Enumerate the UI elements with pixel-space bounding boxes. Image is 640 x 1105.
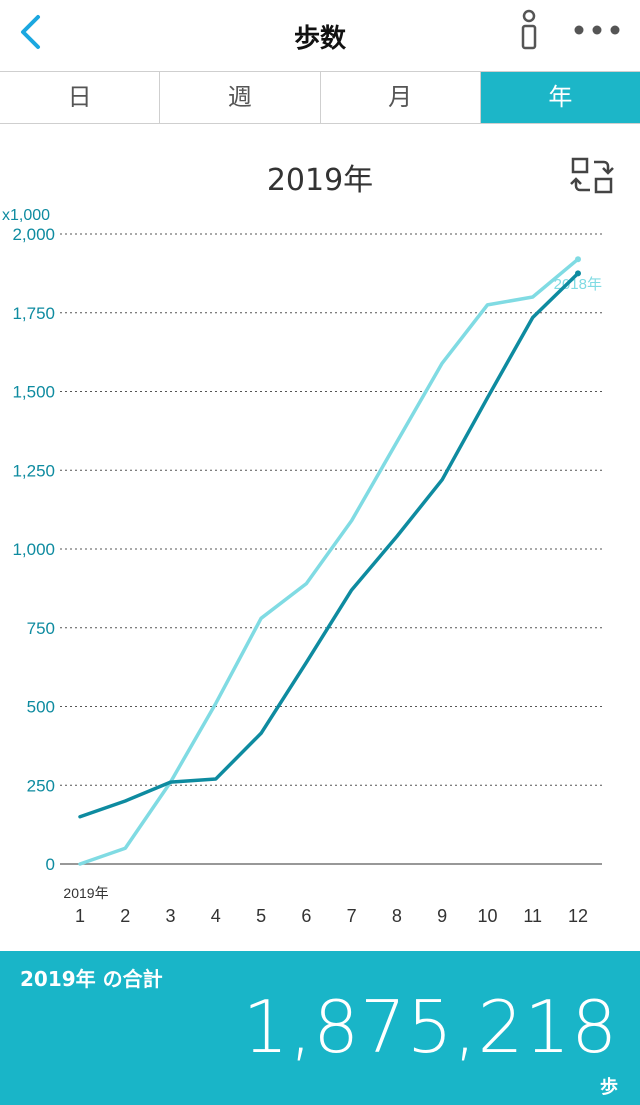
- x-year-label: 2019年: [63, 885, 108, 901]
- y-tick-label: 0: [46, 855, 55, 874]
- x-tick-label: 2: [120, 906, 130, 926]
- y-tick-label: 750: [27, 619, 55, 638]
- compare-swap-icon[interactable]: [570, 156, 614, 196]
- steps-line-chart: x1,000 0 250 500 750 1,000 1,250 1,500 1,750 2,00…: [2, 207, 602, 926]
- series-label: 2018年: [554, 276, 602, 293]
- x-tick-label: 8: [392, 906, 402, 926]
- y-tick-label: 1,000: [12, 540, 55, 559]
- y-tick-label: 250: [27, 776, 55, 795]
- tab-month[interactable]: 月: [320, 72, 481, 123]
- x-tick-label: 10: [477, 906, 497, 926]
- series-end-point: [575, 256, 581, 263]
- info-icon[interactable]: [516, 8, 542, 52]
- total-value: 1,875,218: [242, 985, 618, 1069]
- total-label: 2019年 の合計: [20, 967, 163, 991]
- y-tick-label: 500: [27, 698, 55, 717]
- series-line-current: [78, 271, 580, 819]
- more-options-icon[interactable]: [572, 22, 622, 38]
- x-tick-label: 9: [437, 906, 447, 926]
- x-tick-label: 5: [256, 906, 266, 926]
- x-tick-label: 7: [347, 906, 357, 926]
- chart-panel: [0, 125, 640, 951]
- total-unit: 歩: [600, 1077, 618, 1098]
- total-summary: 2019年 の合計 1,875,218 歩: [0, 951, 640, 1105]
- y-tick-label: 2,000: [12, 225, 55, 244]
- tab-day[interactable]: 日: [0, 72, 161, 123]
- y-tick-label: 1,750: [12, 304, 55, 323]
- tab-year[interactable]: 年: [480, 72, 640, 123]
- y-tick-label: 1,250: [12, 461, 55, 480]
- x-tick-label: 3: [166, 906, 176, 926]
- chart-title: 2019年: [266, 163, 374, 198]
- page-title: 歩数: [293, 24, 346, 54]
- series-line-previous: [78, 257, 580, 866]
- x-tick-label: 6: [301, 906, 311, 926]
- y-unit-label: x1,000: [2, 207, 50, 224]
- tab-week[interactable]: 週: [160, 72, 321, 123]
- back-chevron-icon[interactable]: [14, 12, 50, 52]
- x-tick-label: 4: [211, 906, 221, 926]
- x-tick-label: 11: [523, 906, 542, 926]
- x-tick-label: 1: [75, 906, 85, 926]
- y-tick-label: 1,500: [12, 383, 55, 402]
- period-tabs: 日 週 月 年: [0, 72, 640, 124]
- series-end-point: [575, 270, 581, 277]
- x-tick-label: 12: [568, 906, 588, 926]
- nav-bar: 歩数: [0, 0, 640, 72]
